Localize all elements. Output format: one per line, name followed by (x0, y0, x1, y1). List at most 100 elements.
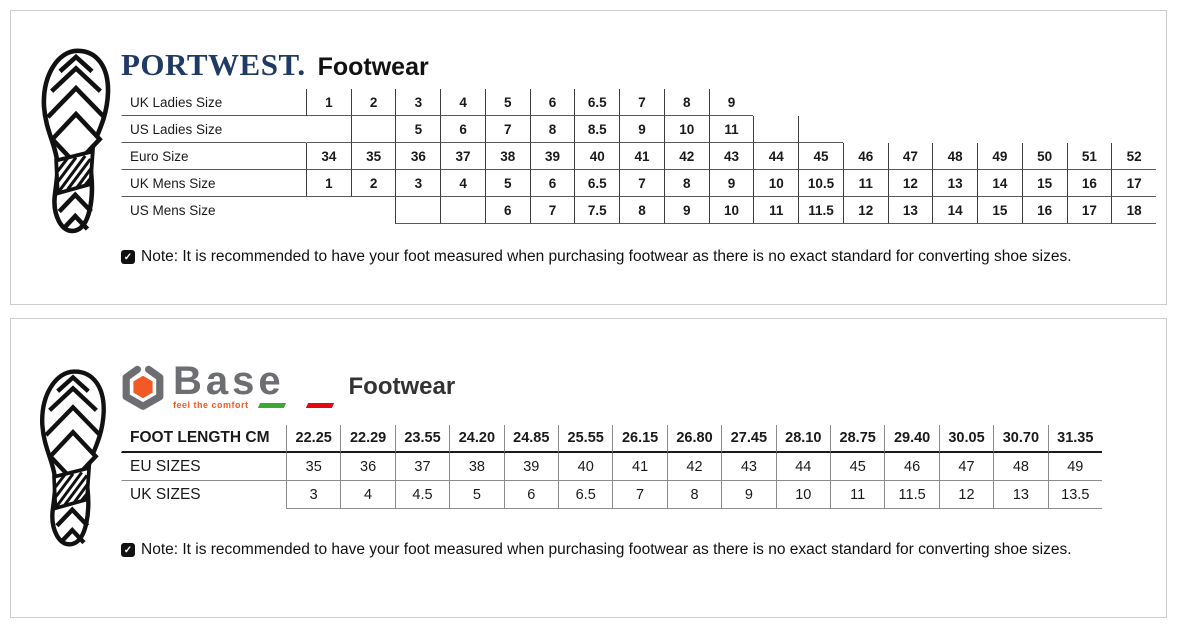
size-cell: 11 (842, 170, 888, 197)
size-cell: 34 (306, 143, 351, 170)
footprint-icon (40, 369, 106, 547)
check-icon: ✓ (121, 543, 135, 557)
size-cell: 9 (721, 481, 776, 509)
base-tagline-row: feel the comfort (173, 400, 334, 410)
size-cell: 37 (394, 453, 450, 481)
size-cell: 35 (286, 453, 341, 481)
size-cell: 8 (666, 481, 722, 509)
size-cell: 30.70 (993, 425, 1048, 453)
size-cell: 17 (1111, 170, 1156, 197)
size-cell: 39 (529, 143, 575, 170)
base-note-text: Note: It is recommended to have your foo… (141, 541, 1072, 558)
size-cell (1111, 89, 1156, 116)
size-cell (350, 116, 396, 143)
size-cell: 48 (993, 453, 1048, 481)
size-cell: 31.35 (1047, 425, 1102, 453)
size-cell (888, 116, 933, 143)
size-cell (1022, 116, 1067, 143)
size-cell: 7 (619, 89, 664, 116)
green-dash-icon (257, 402, 286, 408)
portwest-panel: PORTWEST. Footwear UK Ladies Size 1 2 3 4 5 6 6… (10, 10, 1167, 305)
size-cell: 41 (612, 453, 667, 481)
size-cell: 36 (395, 143, 441, 170)
row-label: Euro Size (121, 143, 306, 170)
size-cell: 1 (306, 170, 351, 197)
size-cell: 6.5 (558, 481, 613, 509)
check-icon: ✓ (121, 250, 135, 264)
size-cell: 3 (395, 170, 441, 197)
size-cell (1067, 89, 1112, 116)
size-cell: 23.55 (394, 425, 450, 453)
size-cell: 28.10 (775, 425, 830, 453)
size-cell: 29.40 (884, 425, 939, 453)
size-cell: 48 (932, 143, 978, 170)
size-cell: 12 (887, 170, 933, 197)
size-cell (306, 197, 351, 224)
size-cell: 7.5 (574, 197, 620, 224)
size-cell (1067, 116, 1112, 143)
portwest-logo: PORTWEST. (121, 47, 306, 82)
size-cell: 5 (484, 170, 530, 197)
row-label: UK SIZES (130, 485, 201, 503)
size-cell: 24.85 (503, 425, 558, 453)
size-cell: 16 (1066, 170, 1112, 197)
size-cell (798, 116, 843, 143)
size-cell: 47 (887, 143, 933, 170)
size-cell (888, 89, 933, 116)
base-panel: Base feel the comfort Footwear FOOT LENG… (10, 318, 1167, 618)
size-cell: 40 (574, 143, 620, 170)
size-cell: 43 (708, 143, 754, 170)
size-cell: 9 (708, 170, 754, 197)
size-cell: 37 (440, 143, 485, 170)
size-cell: 14 (977, 170, 1022, 197)
size-cell: 28.75 (830, 425, 885, 453)
size-cell (977, 116, 1022, 143)
size-cell: 11 (753, 197, 799, 224)
size-cell: 4.5 (394, 481, 450, 509)
size-cell: 46 (884, 453, 939, 481)
size-cell: 10 (708, 197, 754, 224)
size-cell: 26.80 (666, 425, 722, 453)
size-cell: 6.5 (574, 170, 620, 197)
size-cell: 6 (484, 197, 530, 224)
size-cell: 5 (395, 116, 441, 143)
size-cell: 10 (775, 481, 830, 509)
size-cell: 3 (395, 89, 441, 116)
size-cell: 13.5 (1047, 481, 1102, 509)
size-cell: 10.5 (798, 170, 843, 197)
size-cell: 10 (663, 116, 709, 143)
size-cell: 15 (1021, 170, 1067, 197)
portwest-size-table: UK Ladies Size 1 2 3 4 5 6 6.5 7 8 9 US Ladies Size… (121, 89, 1156, 224)
size-cell: 49 (977, 143, 1022, 170)
size-cell: 25.55 (558, 425, 613, 453)
base-logo: Base (173, 359, 285, 403)
size-cell: 6 (529, 170, 575, 197)
size-cell (798, 89, 843, 116)
base-header: Base feel the comfort Footwear (119, 359, 455, 411)
size-cell: 6 (529, 89, 575, 116)
size-cell (977, 89, 1022, 116)
row-label: FOOT LENGTH CM (121, 425, 286, 453)
size-cell: 4 (440, 170, 485, 197)
size-cell: 2 (350, 170, 396, 197)
size-cell: 51 (1066, 143, 1112, 170)
size-cell: 22.29 (340, 425, 395, 453)
size-cell: 13 (993, 481, 1048, 509)
size-cell: 5 (449, 481, 504, 509)
size-cell (440, 197, 485, 224)
base-wordmark: Base feel the comfort (173, 359, 334, 410)
size-cell: 9 (619, 116, 664, 143)
size-cell (753, 89, 798, 116)
size-cell: 10 (753, 170, 799, 197)
size-cell: 9 (663, 197, 709, 224)
portwest-note: ✓ Note: It is recommended to have your f… (121, 248, 1072, 266)
size-cell: 35 (350, 143, 396, 170)
size-cell: 40 (558, 453, 613, 481)
size-cell (1022, 89, 1067, 116)
size-cell: 45 (798, 143, 843, 170)
size-cell: 6.5 (574, 89, 620, 116)
size-cell (753, 116, 799, 143)
size-cell (843, 116, 888, 143)
size-cell: 13 (887, 197, 933, 224)
size-cell: 8 (663, 170, 709, 197)
